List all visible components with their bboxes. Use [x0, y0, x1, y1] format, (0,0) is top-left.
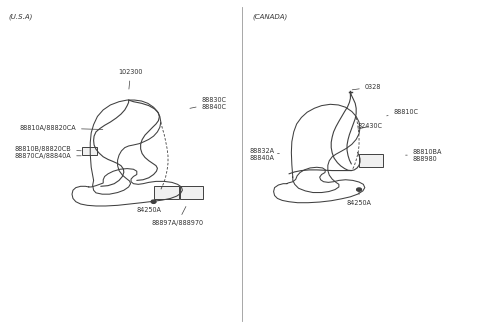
Text: 88897A/888970: 88897A/888970	[152, 207, 204, 226]
Text: 88810BA
888980: 88810BA 888980	[406, 149, 442, 162]
Text: 88810B/88820CB: 88810B/88820CB	[14, 146, 81, 152]
Text: (U.S.A): (U.S.A)	[9, 13, 33, 20]
Text: 88870CA/88840A: 88870CA/88840A	[14, 153, 81, 159]
Text: 88810A/88820CA: 88810A/88820CA	[19, 125, 103, 131]
Text: 82430C: 82430C	[358, 123, 383, 129]
Circle shape	[357, 188, 361, 191]
Text: 84250A: 84250A	[347, 192, 372, 206]
Text: 88832A
88840A: 88832A 88840A	[250, 148, 279, 161]
Bar	[82, 147, 97, 155]
Text: 84250A: 84250A	[136, 200, 161, 213]
Text: 102300: 102300	[119, 70, 143, 89]
Bar	[359, 154, 383, 167]
Bar	[180, 186, 203, 199]
Text: 88810C: 88810C	[387, 109, 419, 116]
Text: (CANADA): (CANADA)	[252, 13, 287, 20]
Text: 88830C
88840C: 88830C 88840C	[190, 97, 227, 110]
Text: 0328: 0328	[352, 84, 381, 90]
Bar	[154, 186, 179, 199]
Circle shape	[151, 200, 156, 203]
